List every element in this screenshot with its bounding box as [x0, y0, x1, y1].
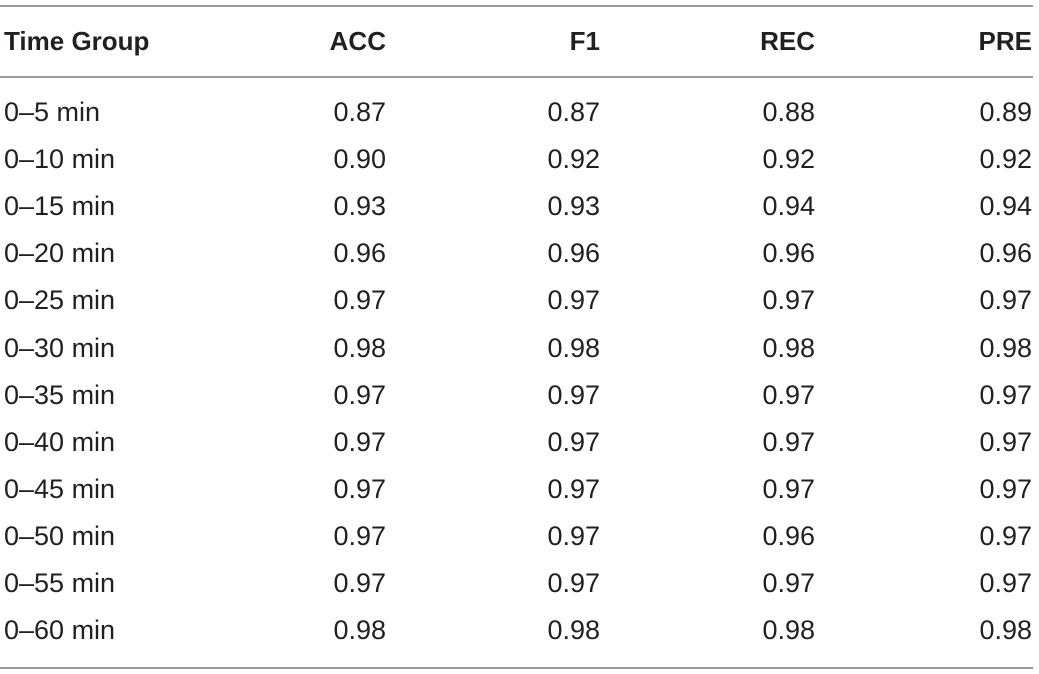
cell-time-group: 0–25 min: [4, 285, 116, 316]
cell-rec: 0.98: [762, 332, 815, 363]
cell-f1: 0.98: [547, 615, 600, 646]
cell-time-group: 0–15 min: [4, 191, 116, 222]
cell-pre: 0.97: [979, 426, 1032, 457]
cell-pre: 0.98: [979, 332, 1032, 363]
cell-time-group: 0–30 min: [4, 332, 116, 363]
table-bottom-rule: [0, 667, 1033, 669]
table-row: 0–60 min 0.98 0.98 0.98 0.98: [0, 607, 1039, 654]
cell-pre: 0.97: [979, 473, 1032, 504]
cell-acc: 0.98: [333, 332, 386, 363]
cell-rec: 0.97: [762, 285, 815, 316]
cell-f1: 0.96: [547, 238, 600, 269]
cell-rec: 0.97: [762, 568, 815, 598]
cell-f1: 0.97: [547, 426, 600, 457]
cell-acc: 0.97: [333, 426, 386, 457]
cell-rec: 0.98: [762, 615, 815, 646]
cell-rec: 0.92: [762, 144, 815, 175]
cell-acc: 0.97: [333, 285, 386, 316]
cell-rec: 0.88: [762, 97, 815, 127]
cell-rec: 0.94: [762, 191, 815, 222]
header-pre: PRE: [978, 26, 1032, 56]
cell-time-group: 0–55 min: [4, 568, 116, 598]
header-acc: ACC: [329, 26, 386, 56]
cell-pre: 0.98: [979, 615, 1032, 646]
cell-time-group: 0–5 min: [4, 97, 101, 127]
cell-acc: 0.97: [333, 520, 386, 551]
cell-acc: 0.97: [333, 568, 386, 598]
cell-time-group: 0–45 min: [4, 473, 116, 504]
cell-acc: 0.97: [333, 379, 386, 410]
table-row: 0–50 min 0.97 0.97 0.96 0.97: [0, 513, 1039, 560]
cell-acc: 0.98: [333, 615, 386, 646]
cell-acc: 0.90: [333, 144, 386, 175]
cell-rec: 0.97: [762, 473, 815, 504]
cell-pre: 0.97: [979, 568, 1032, 598]
cell-f1: 0.87: [547, 97, 600, 127]
table-header-row: Time Group ACC F1 REC PRE: [0, 18, 1039, 65]
table-row: 0–15 min 0.93 0.93 0.94 0.94: [0, 183, 1039, 230]
cell-rec: 0.97: [762, 379, 815, 410]
cell-pre: 0.89: [979, 97, 1032, 127]
table-row: 0–10 min 0.90 0.92 0.92 0.92: [0, 136, 1039, 183]
table-header-rule: [0, 76, 1033, 78]
cell-time-group: 0–40 min: [4, 426, 116, 457]
cell-pre: 0.92: [979, 144, 1032, 175]
cell-time-group: 0–50 min: [4, 520, 116, 551]
cell-rec: 0.96: [762, 238, 815, 269]
table-row: 0–45 min 0.97 0.97 0.97 0.97: [0, 466, 1039, 513]
cell-rec: 0.97: [762, 426, 815, 457]
cell-pre: 0.96: [979, 238, 1032, 269]
cell-pre: 0.97: [979, 520, 1032, 551]
cell-time-group: 0–10 min: [4, 144, 116, 175]
header-f1: F1: [569, 26, 600, 56]
cell-f1: 0.93: [547, 191, 600, 222]
cell-f1: 0.97: [547, 379, 600, 410]
cell-pre: 0.97: [979, 285, 1032, 316]
cell-f1: 0.97: [547, 520, 600, 551]
cell-f1: 0.92: [547, 144, 600, 175]
cell-time-group: 0–60 min: [4, 615, 116, 646]
cell-acc: 0.96: [333, 238, 386, 269]
header-rec: REC: [760, 26, 815, 56]
cell-time-group: 0–35 min: [4, 379, 116, 410]
cell-acc: 0.87: [333, 97, 386, 127]
header-time-group: Time Group: [4, 26, 150, 56]
table-row: 0–20 min 0.96 0.96 0.96 0.96: [0, 230, 1039, 277]
cell-time-group: 0–20 min: [4, 238, 116, 269]
table-row: 0–30 min 0.98 0.98 0.98 0.98: [0, 325, 1039, 372]
cell-rec: 0.96: [762, 520, 815, 551]
table-row: 0–35 min 0.97 0.97 0.97 0.97: [0, 372, 1039, 419]
table-row: 0–5 min 0.87 0.87 0.88 0.89: [0, 89, 1039, 136]
cell-f1: 0.97: [547, 473, 600, 504]
cell-pre: 0.97: [979, 379, 1032, 410]
cell-f1: 0.97: [547, 568, 600, 598]
table-row: 0–40 min 0.97 0.97 0.97 0.97: [0, 419, 1039, 466]
table-top-rule: [0, 5, 1033, 7]
table-row: 0–25 min 0.97 0.97 0.97 0.97: [0, 277, 1039, 324]
cell-acc: 0.97: [333, 473, 386, 504]
cell-acc: 0.93: [333, 191, 386, 222]
cell-f1: 0.98: [547, 332, 600, 363]
table-row: 0–55 min 0.97 0.97 0.97 0.97: [0, 560, 1039, 607]
cell-f1: 0.97: [547, 285, 600, 316]
cell-pre: 0.94: [979, 191, 1032, 222]
